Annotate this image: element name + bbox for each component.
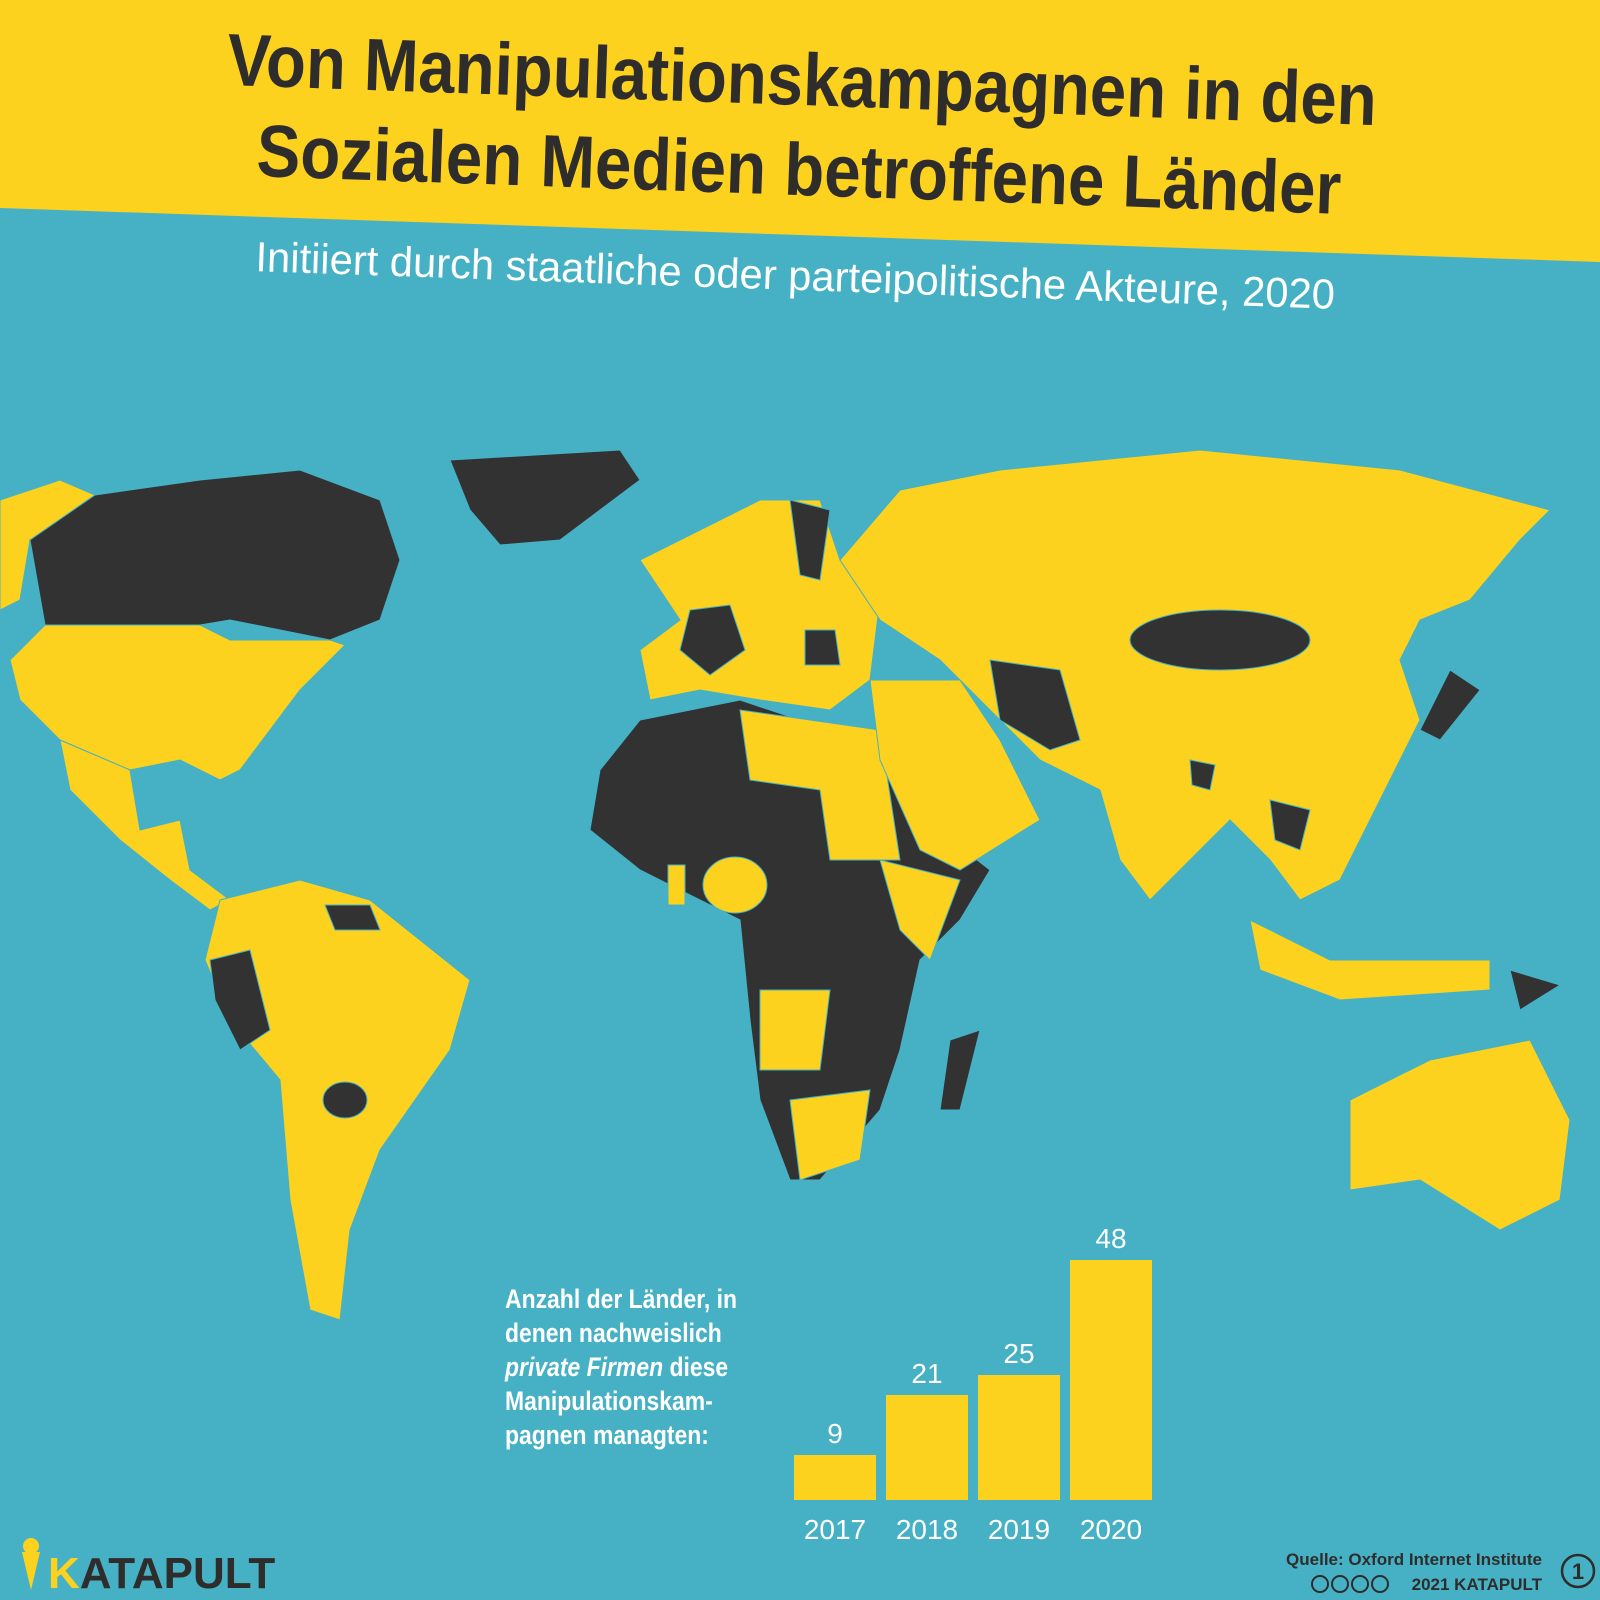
- logo-icon: [22, 1552, 40, 1590]
- page-number: 1: [1572, 1559, 1584, 1584]
- annotation-part: private Firmen: [504, 1352, 663, 1382]
- land: [989, 659, 1081, 751]
- land: [702, 856, 768, 914]
- land: [1349, 1039, 1571, 1231]
- annotation: Anzahl der Länder, in denen nachweislich p…: [504, 1284, 737, 1450]
- world-map: [0, 449, 1571, 1321]
- annotation-line: Anzahl der Länder, in: [505, 1284, 737, 1314]
- annotation-line: private Firmen diese: [504, 1352, 728, 1382]
- x-tick-label: 2020: [1080, 1514, 1142, 1545]
- annotation-line: pagnen managten:: [505, 1420, 709, 1450]
- annotation-part: diese: [663, 1352, 728, 1382]
- page-badge: [1560, 1553, 1596, 1589]
- land: [879, 859, 961, 961]
- land: [667, 864, 686, 906]
- logo: KATAPULT: [22, 1538, 275, 1598]
- bar-chart: 9 2017 21 2018 25 2019 48 2020: [794, 1223, 1152, 1545]
- annotation-line: Manipulationskam-: [505, 1386, 713, 1416]
- land: [939, 1029, 981, 1111]
- value-label: 21: [911, 1358, 942, 1389]
- value-label: 25: [1003, 1338, 1034, 1369]
- land: [1269, 799, 1311, 851]
- land: [209, 949, 271, 1051]
- bar: [886, 1395, 968, 1500]
- land: [839, 449, 1551, 901]
- land: [322, 1081, 368, 1119]
- x-tick-label: 2017: [804, 1514, 866, 1545]
- bar: [794, 1455, 876, 1500]
- title-group: Von Manipulationskampagnen in den Sozial…: [226, 18, 1378, 318]
- bar: [978, 1375, 1060, 1500]
- logo-letter: K: [48, 1549, 80, 1598]
- logo-letters: ATAPULT: [80, 1549, 276, 1598]
- logo-icon: [23, 1538, 39, 1554]
- land: [1419, 669, 1481, 741]
- title-banner: [0, 0, 1600, 262]
- source: Quelle: Oxford Internet Institute: [1286, 1550, 1542, 1569]
- annotation-line: denen nachweislich: [505, 1318, 722, 1348]
- x-tick-label: 2019: [988, 1514, 1050, 1545]
- land: [324, 904, 381, 931]
- copyright: 2021 KATAPULT: [1412, 1575, 1543, 1594]
- land: [679, 604, 746, 676]
- land: [804, 629, 841, 666]
- value-label: 9: [827, 1418, 843, 1449]
- land: [9, 624, 346, 781]
- logo-text: KATAPULT: [48, 1549, 275, 1598]
- land: [759, 989, 831, 1071]
- land: [869, 679, 1041, 871]
- land: [1509, 969, 1562, 1011]
- land: [1189, 759, 1216, 791]
- land: [789, 499, 831, 581]
- land: [789, 1089, 871, 1181]
- x-tick-label: 2018: [896, 1514, 958, 1545]
- bar: [1070, 1260, 1152, 1500]
- land: [449, 449, 641, 546]
- value-label: 48: [1095, 1223, 1126, 1254]
- land: [1249, 919, 1491, 1001]
- license-icons: [1311, 1575, 1389, 1593]
- land: [1129, 609, 1311, 671]
